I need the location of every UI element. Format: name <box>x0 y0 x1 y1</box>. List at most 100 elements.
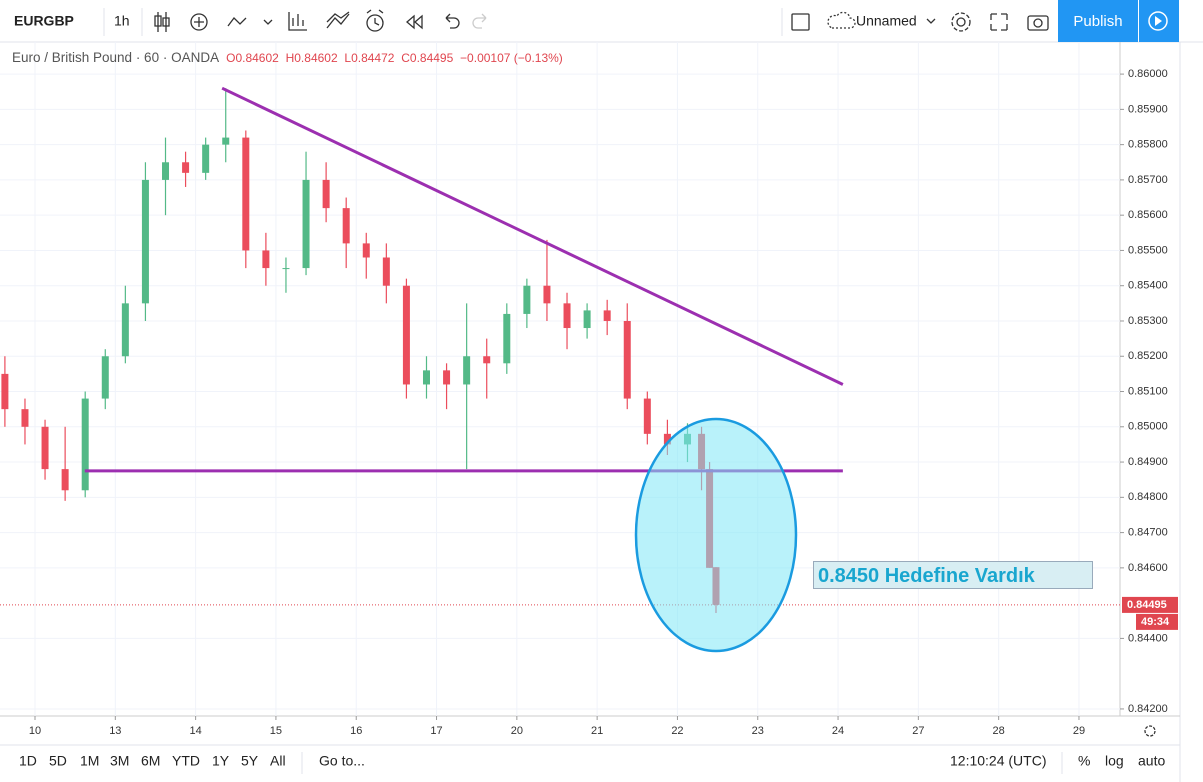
x-tick-label: 17 <box>430 725 442 737</box>
legend-close: C0.84495 <box>401 51 454 65</box>
y-tick-label: 0.84400 <box>1128 632 1168 644</box>
grid <box>0 42 1120 716</box>
x-tick-label: 10 <box>29 725 41 737</box>
countdown: 49:34 <box>1141 616 1170 628</box>
legend-title: Euro / British Pound · 60 · OANDA <box>12 50 219 65</box>
candle-body <box>222 137 230 145</box>
candle-body <box>623 320 631 399</box>
trendline <box>221 86 844 386</box>
legend-open: O0.84602 <box>226 51 279 65</box>
y-tick-label: 0.85100 <box>1128 385 1168 397</box>
candle-body <box>362 243 370 258</box>
replay-icon <box>1155 16 1162 26</box>
candle-body <box>81 398 89 491</box>
range-button[interactable]: All <box>270 753 286 769</box>
target-circle <box>634 417 798 653</box>
publish-label[interactable]: Publish <box>1073 13 1122 30</box>
x-tick-label: 27 <box>912 725 924 737</box>
range-buttons: 1D 5D 1M 3M 6M YTD 1Y 5Y All <box>19 753 286 769</box>
candle-body <box>523 285 531 314</box>
y-tick-label: 0.85200 <box>1128 350 1168 362</box>
y-tick-label: 0.85000 <box>1128 421 1168 433</box>
x-tick-label: 23 <box>752 725 764 737</box>
y-tick-label: 0.85400 <box>1128 280 1168 292</box>
replay-icon <box>1148 11 1168 31</box>
candle-body <box>322 179 330 209</box>
y-tick-label: 0.85900 <box>1128 103 1168 115</box>
candle-body <box>342 208 350 244</box>
range-button[interactable]: 1M <box>80 753 99 769</box>
last-price-box <box>1122 596 1178 613</box>
candle-body <box>1 373 9 410</box>
candle-body <box>643 398 651 434</box>
interval[interactable]: 1h <box>114 13 130 29</box>
candles <box>1 88 720 614</box>
legend-change: −0.00107 (−0.13%) <box>460 51 563 65</box>
candle-body <box>583 310 591 329</box>
annotation: 0.8450 Hedefine Vardık <box>813 561 1093 589</box>
x-tick-label: 20 <box>511 725 523 737</box>
range-button[interactable]: 1Y <box>212 753 230 769</box>
candle-body <box>483 356 491 364</box>
legend: Euro / British Pound · 60 · OANDA O0.846… <box>12 50 563 65</box>
range-button[interactable]: 1D <box>19 753 37 769</box>
candle-body <box>21 409 29 427</box>
y-tick-label: 0.85700 <box>1128 174 1168 186</box>
y-tick-label: 0.84700 <box>1128 527 1168 539</box>
layout-name[interactable]: Unnamed <box>856 13 917 29</box>
y-tick-label: 0.84900 <box>1128 456 1168 468</box>
candle-body <box>543 285 551 304</box>
candle-body <box>141 179 149 304</box>
candle-body <box>402 285 410 385</box>
candle-body <box>242 137 250 251</box>
candle-body <box>101 356 109 399</box>
range-button[interactable]: YTD <box>172 753 200 769</box>
tool-icons[interactable] <box>154 9 1049 32</box>
candle-body <box>282 268 290 270</box>
candle-body <box>121 303 129 357</box>
range-button[interactable]: 5Y <box>241 753 259 769</box>
x-tick-label: 29 <box>1073 725 1085 737</box>
toolbar <box>0 0 1203 42</box>
candle-body <box>443 370 451 385</box>
auto-toggle[interactable]: auto <box>1138 753 1165 769</box>
last-price-label: 0.84495 <box>1127 599 1167 611</box>
goto[interactable]: Go to... <box>319 753 365 769</box>
y-tick-label: 0.85500 <box>1128 244 1168 256</box>
y-tick-label: 0.85600 <box>1128 209 1168 221</box>
x-tick-label: 14 <box>189 725 201 737</box>
candle-body <box>61 469 69 491</box>
publish-button[interactable] <box>1058 0 1138 42</box>
range-button[interactable]: 3M <box>110 753 129 769</box>
y-tick-label: 0.85800 <box>1128 139 1168 151</box>
x-tick-label: 28 <box>993 725 1005 737</box>
y-tick-label: 0.84200 <box>1128 703 1168 715</box>
x-tick-label: 22 <box>671 725 683 737</box>
range-button[interactable]: 6M <box>141 753 160 769</box>
legend-low: L0.84472 <box>344 51 395 65</box>
y-tick-label: 0.84800 <box>1128 491 1168 503</box>
legend-high: H0.84602 <box>285 51 338 65</box>
y-tick-label: 0.86000 <box>1128 68 1168 80</box>
candle-body <box>262 250 270 269</box>
axis-settings[interactable] <box>1144 725 1156 737</box>
candle-body <box>663 433 671 445</box>
candle-body <box>302 179 310 269</box>
candle-body <box>162 162 170 180</box>
x-tick-label: 16 <box>350 725 362 737</box>
axes: 0.84200 0.84400 0.84600 0.84700 0.84800 0.849… <box>29 68 1178 737</box>
x-tick-label: 21 <box>591 725 603 737</box>
x-tick-label: 24 <box>832 725 844 737</box>
log-toggle[interactable]: log <box>1105 753 1124 769</box>
symbol[interactable]: EURGBP <box>14 13 74 29</box>
countdown-box <box>1136 613 1178 630</box>
percent-toggle[interactable]: % <box>1078 753 1090 769</box>
candle-body <box>41 426 49 470</box>
range-button[interactable]: 5D <box>49 753 67 769</box>
y-tick-label: 0.84600 <box>1128 562 1168 574</box>
candle-body <box>563 303 571 329</box>
candle-body <box>382 257 390 286</box>
candle-body <box>603 310 611 321</box>
